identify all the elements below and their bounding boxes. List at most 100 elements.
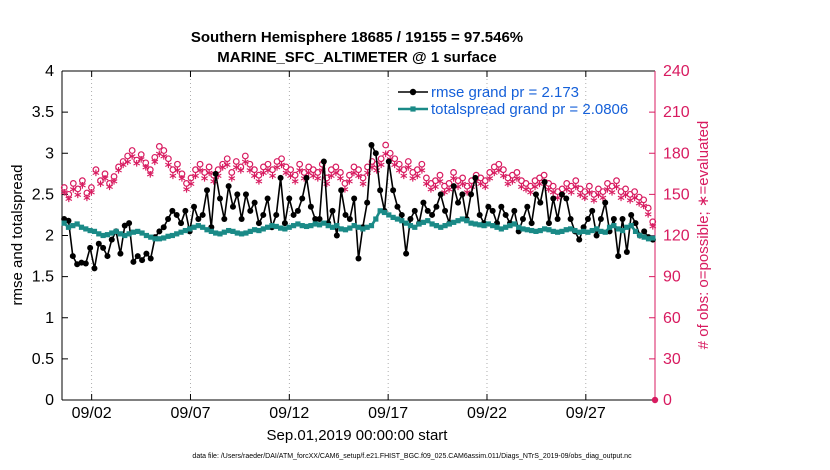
y-tick-label-right: 120 (663, 228, 690, 245)
obs-evaluated-marker: * (518, 182, 526, 198)
rmse-point (615, 253, 622, 260)
obs-possible-marker (585, 182, 593, 190)
chart-title-line1: Southern Hemisphere 18685 / 19155 = 97.5… (191, 29, 523, 46)
spread-point (65, 224, 72, 230)
rmse-point (550, 195, 557, 202)
spread-point (394, 216, 401, 222)
rmse-point (442, 207, 449, 214)
obs-evaluated-marker: * (237, 165, 245, 181)
obs-evaluated-marker: * (332, 168, 340, 184)
spread-point (576, 229, 582, 235)
obs-possible-marker (269, 166, 276, 174)
rmse-point (411, 207, 418, 214)
obs-possible-marker (287, 166, 294, 174)
obs-possible-marker (196, 160, 204, 168)
obs-evaluated-marker: * (545, 185, 553, 201)
obs-possible-marker (332, 163, 340, 171)
rmse-point (316, 216, 323, 223)
rmse-point (147, 255, 154, 262)
rmse-point (351, 195, 358, 202)
spread-point (606, 224, 613, 230)
spread-point (403, 220, 409, 226)
obs-possible-marker (255, 171, 263, 179)
obs-possible-marker (201, 169, 208, 176)
rmse-point (212, 170, 219, 177)
obs-evaluated-marker: * (645, 209, 653, 225)
spread-point (91, 228, 98, 234)
spread-point (126, 231, 132, 237)
obs-possible-marker (391, 155, 399, 163)
spread-point (580, 228, 587, 234)
spread-point (252, 227, 258, 233)
rmse-point (519, 216, 526, 223)
x-tick-label: 09/22 (467, 405, 507, 422)
y-tick-label-right: 210 (663, 104, 690, 121)
obs-possible-marker (640, 196, 648, 204)
obs-possible-marker (205, 163, 213, 171)
rmse-point (494, 220, 501, 227)
obs-possible-marker (97, 177, 104, 185)
obs-possible-marker (219, 160, 227, 168)
obs-possible-marker (192, 166, 199, 174)
y-axis-label-right: # of obs: o=possible; ∗=evaluated (695, 121, 712, 350)
obs-evaluated-marker: * (183, 185, 191, 201)
legend-marker-spread (410, 106, 416, 112)
obs-evaluated-marker: * (156, 149, 164, 165)
rmse-point (584, 216, 591, 223)
spread-point (481, 223, 487, 229)
obs-evaluated-marker: * (269, 171, 277, 187)
spread-point (61, 220, 67, 226)
spread-point (416, 221, 422, 227)
obs-evaluated-marker: * (160, 152, 168, 168)
rmse-point (580, 224, 587, 231)
obs-possible-marker (613, 177, 620, 185)
obs-possible-marker (296, 160, 304, 168)
obs-evaluated-marker: * (454, 182, 462, 198)
obs-evaluated-marker: * (196, 165, 204, 181)
spread-point (485, 221, 491, 227)
spread-point (637, 232, 643, 239)
rmse-point (117, 250, 124, 257)
obs-possible-marker (481, 177, 489, 185)
obs-possible-marker (459, 174, 467, 182)
spread-point (122, 232, 128, 239)
obs-evaluated-marker: * (368, 163, 376, 179)
obs-evaluated-marker: * (133, 159, 141, 175)
obs-evaluated-marker: * (124, 157, 132, 173)
rmse-point (165, 216, 172, 223)
obs-evaluated-marker: * (310, 171, 318, 187)
rmse-point (364, 199, 371, 206)
y-axis-label-left: rmse and totalspread (9, 165, 26, 306)
obs-possible-marker (386, 149, 394, 157)
rmse-point (498, 203, 505, 210)
obs-evaluated-marker: * (201, 174, 209, 190)
obs-evaluated-marker: * (495, 165, 503, 181)
x-axis-label: Sep.01,2019 00:00:00 start (267, 427, 449, 444)
rmse-point (459, 191, 466, 198)
spread-point (130, 229, 137, 235)
obs-possible-marker (183, 180, 190, 187)
obs-possible-marker (241, 152, 249, 160)
obs-possible-marker (359, 174, 367, 182)
obs-possible-marker (450, 169, 457, 176)
spread-point (446, 221, 452, 227)
axes: 0 0.5 1 1.5 2 2.5 3 3.5 4 0 30 60 90 120 150 180 210 240 0… (32, 63, 690, 422)
spread-point (78, 224, 85, 230)
obs-possible-marker (649, 218, 657, 226)
rmse-point (602, 199, 609, 206)
spread-point (451, 219, 457, 225)
spread-point (161, 235, 167, 241)
spread-point (260, 226, 266, 232)
obs-evaluated-marker: * (513, 174, 521, 190)
obs-possible-marker (155, 142, 163, 150)
y-tick-label-left: 3.5 (32, 104, 54, 121)
spread-point (148, 234, 154, 240)
rmse-point (290, 211, 297, 218)
obs-evaluated-marker: * (79, 181, 87, 197)
rmse-point (554, 216, 561, 223)
rmse-point (143, 250, 150, 257)
spread-point (325, 223, 331, 229)
spread-point (191, 224, 197, 230)
x-tick-label: 09/17 (368, 405, 408, 422)
series-obs_evaluated: ****************************************… (61, 149, 657, 238)
